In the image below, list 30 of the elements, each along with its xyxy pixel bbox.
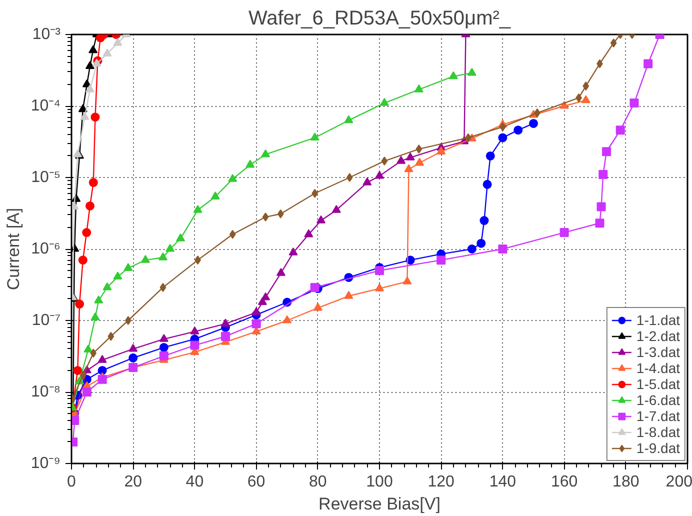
legend-label: 1-6.dat <box>636 392 680 408</box>
x-tick-label: 40 <box>186 474 204 490</box>
x-tick-label: 160 <box>550 474 578 490</box>
legend-label: 1-7.dat <box>636 408 680 424</box>
legend-label: 1-3.dat <box>636 344 680 360</box>
y-tick-label: 10⁻⁴ <box>30 98 61 114</box>
x-tick-label: 20 <box>124 474 142 490</box>
y-tick-label: 10⁻⁸ <box>30 384 60 400</box>
y-tick-label: 10⁻⁹ <box>30 455 61 472</box>
y-tick-label: 10⁻⁷ <box>32 312 61 329</box>
x-tick-label: 120 <box>428 474 455 490</box>
x-tick-label: 0 <box>67 474 76 490</box>
chart-title: Wafer_6_RD53A_50x50μm²_ <box>248 8 512 30</box>
legend-label: 1-2.dat <box>636 328 680 344</box>
x-tick-label: 100 <box>366 474 393 490</box>
y-tick-label: 10⁻⁶ <box>31 240 61 258</box>
x-axis-title: Reverse Bias[V] <box>318 494 440 514</box>
legend-label: 1-8.dat <box>636 424 680 440</box>
legend-label: 1-4.dat <box>636 360 680 376</box>
x-tick-label: 140 <box>489 474 516 490</box>
legend-label: 1-9.dat <box>636 440 680 456</box>
x-tick-label: 60 <box>247 474 266 490</box>
y-axis-title: Current [A] <box>4 208 23 290</box>
y-tick-label: 10⁻³ <box>32 26 62 43</box>
y-tick-label: 10⁻⁵ <box>31 169 61 186</box>
x-tick-label: 80 <box>309 474 327 490</box>
x-tick-label: 200 <box>666 474 692 490</box>
x-tick-label: 180 <box>612 474 640 490</box>
legend-label: 1-1.dat <box>636 312 680 328</box>
legend-label: 1-5.dat <box>636 376 680 392</box>
